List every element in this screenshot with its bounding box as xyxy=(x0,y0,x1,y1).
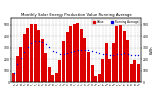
Bar xyxy=(62,41,65,82)
Point xyxy=(20,57,22,59)
Bar xyxy=(19,47,22,82)
Bar xyxy=(44,53,47,82)
Point xyxy=(66,52,68,54)
Bar xyxy=(112,43,115,82)
Bar xyxy=(91,65,94,82)
Bar xyxy=(73,24,76,82)
Bar xyxy=(87,52,90,82)
Bar xyxy=(23,34,26,82)
Point xyxy=(27,47,29,48)
Title: Monthly Solar Energy Production Value Running Average: Monthly Solar Energy Production Value Ru… xyxy=(21,13,131,17)
Point xyxy=(12,72,15,74)
Bar xyxy=(123,31,126,82)
Point xyxy=(55,52,58,53)
Point xyxy=(137,55,140,56)
Point xyxy=(73,50,76,52)
Bar xyxy=(69,26,72,82)
Point xyxy=(126,53,129,55)
Point xyxy=(23,52,26,53)
Point xyxy=(105,53,108,55)
Bar xyxy=(26,28,29,82)
Point xyxy=(16,64,19,65)
Point xyxy=(62,53,65,54)
Point xyxy=(59,53,61,55)
Point xyxy=(69,51,72,53)
Point xyxy=(37,40,40,42)
Point xyxy=(87,49,90,51)
Bar xyxy=(115,26,118,82)
Point xyxy=(30,43,33,44)
Point xyxy=(34,40,36,41)
Bar xyxy=(80,29,83,82)
Point xyxy=(80,49,83,51)
Bar xyxy=(66,32,69,82)
Bar xyxy=(133,60,136,82)
Point xyxy=(101,53,104,55)
Point xyxy=(112,55,115,56)
Y-axis label: kWh: kWh xyxy=(150,46,154,54)
Point xyxy=(41,41,44,43)
Point xyxy=(76,50,79,51)
Bar xyxy=(58,60,61,82)
Point xyxy=(116,54,118,55)
Bar xyxy=(48,67,51,82)
Bar xyxy=(12,73,15,82)
Bar xyxy=(83,38,86,82)
Bar xyxy=(76,23,79,82)
Point xyxy=(133,54,136,56)
Bar xyxy=(119,25,122,82)
Bar xyxy=(108,59,111,82)
Bar xyxy=(101,59,104,82)
Point xyxy=(98,52,100,54)
Bar xyxy=(137,64,140,82)
Bar xyxy=(55,73,58,82)
Bar xyxy=(98,74,101,82)
Point xyxy=(94,51,97,53)
Bar xyxy=(130,64,133,82)
Bar xyxy=(105,43,108,82)
Point xyxy=(48,47,51,48)
Bar xyxy=(51,75,54,82)
Point xyxy=(91,50,93,52)
Bar xyxy=(30,24,33,82)
Point xyxy=(44,43,47,45)
Point xyxy=(119,53,122,55)
Point xyxy=(123,53,125,54)
Bar xyxy=(126,40,129,82)
Point xyxy=(84,49,86,51)
Bar xyxy=(41,39,44,82)
Point xyxy=(108,54,111,56)
Bar xyxy=(37,30,40,82)
Point xyxy=(130,54,132,56)
Legend: Value, Running Average: Value, Running Average xyxy=(92,19,139,25)
Point xyxy=(52,50,54,51)
Bar xyxy=(34,24,37,82)
Bar xyxy=(16,56,19,82)
Bar xyxy=(94,76,97,82)
